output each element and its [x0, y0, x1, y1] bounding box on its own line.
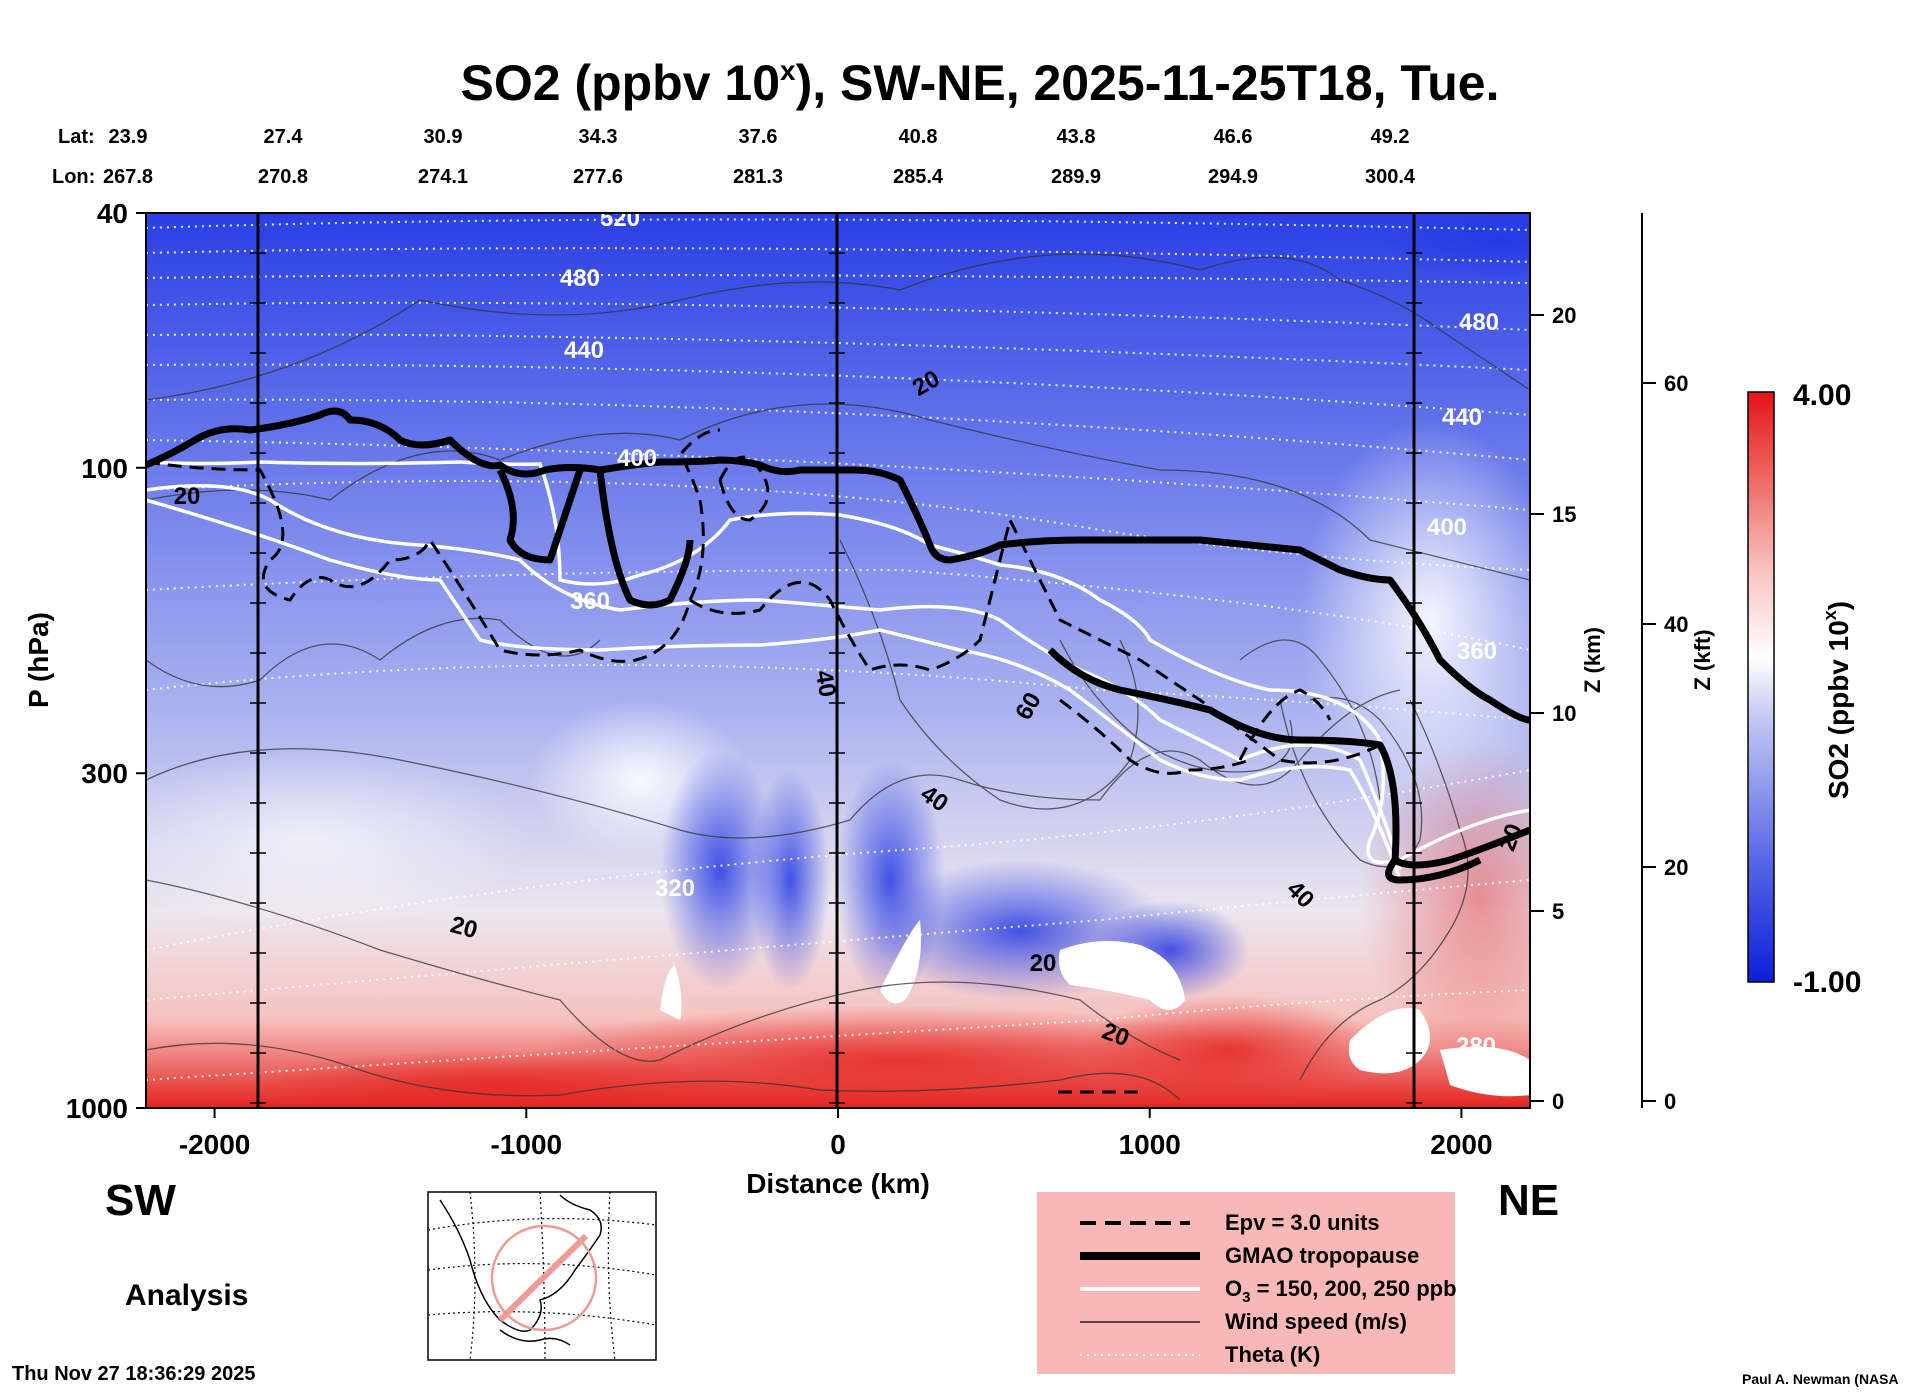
so2-blob — [250, 1050, 750, 1108]
lat-value: 37.6 — [739, 126, 778, 148]
lon-value: 274.1 — [418, 166, 468, 188]
lat-value: 49.2 — [1371, 126, 1410, 148]
ne-label: NE — [1498, 1176, 1559, 1225]
section-markers — [250, 213, 1422, 1108]
legend-ozone-label: O3 = 150, 200, 250 ppb — [1225, 1276, 1457, 1306]
x-tick-label: 0 — [830, 1129, 846, 1160]
theta-label: 400 — [1427, 514, 1467, 541]
so2-blob — [1348, 1008, 1430, 1074]
so2-blob — [146, 750, 530, 930]
lon-value: 294.9 — [1208, 166, 1258, 188]
z-kft-axis: 0 20 40 60 — [1641, 213, 1688, 1114]
legend-tropopause-label: GMAO tropopause — [1225, 1243, 1419, 1268]
x-axis: -2000 -1000 0 1000 2000 — [179, 1108, 1493, 1160]
so2-blob — [1380, 213, 1530, 280]
lon-value: 277.6 — [573, 166, 623, 188]
colorbar-label: SO2 (ppbv 10x) — [1820, 601, 1854, 799]
lat-lon-header: 23.9 27.4 30.9 34.3 37.6 40.8 43.8 46.6 49.2 267.… — [103, 126, 1416, 188]
theta-label: 480 — [1459, 309, 1499, 336]
x-tick-label: -2000 — [179, 1129, 251, 1160]
lat-value: 46.6 — [1214, 126, 1253, 148]
lon-value: 267.8 — [103, 166, 153, 188]
theta-label: 440 — [564, 337, 604, 364]
x-tick-label: 2000 — [1430, 1129, 1492, 1160]
y-axis: 40 100 300 1000 — [66, 198, 146, 1124]
so2-blob — [1058, 941, 1185, 1010]
so2-blob — [750, 770, 830, 990]
x-tick-label: -1000 — [490, 1129, 562, 1160]
z-kft-tick-label: 40 — [1664, 612, 1688, 637]
lon-value: 300.4 — [1365, 166, 1416, 188]
z-kft-label: Z (kft) — [1690, 629, 1715, 690]
legend: Epv = 3.0 units GMAO tropopause O3 = 150… — [1037, 1192, 1457, 1374]
wind-speed-contours — [146, 253, 1530, 1101]
z-km-tick-label: 15 — [1552, 502, 1576, 527]
so2-blob — [660, 750, 780, 990]
lat-header-label: Lat: — [58, 126, 95, 148]
credit: Paul A. Newman (NASA — [1742, 1371, 1899, 1387]
legend-wind-label: Wind speed (m/s) — [1225, 1309, 1407, 1334]
legend-theta-label: Theta (K) — [1225, 1342, 1320, 1367]
so2-blob — [1440, 1046, 1530, 1097]
z-km-tick-label: 10 — [1552, 701, 1576, 726]
theta-label: 400 — [617, 445, 657, 472]
lat-value: 30.9 — [424, 126, 463, 148]
z-km-tick-label: 5 — [1552, 899, 1564, 924]
x-axis-label: Distance (km) — [746, 1168, 930, 1199]
lat-value: 43.8 — [1057, 126, 1096, 148]
theta-label: 360 — [1457, 638, 1497, 665]
lon-header-label: Lon: — [52, 166, 95, 188]
z-km-axis: 0 5 10 15 20 — [1529, 213, 1576, 1114]
y-tick-label: 40 — [97, 198, 128, 229]
so2-blob — [880, 920, 921, 1004]
z-km-tick-label: 0 — [1552, 1089, 1564, 1114]
so2-blob — [660, 965, 682, 1020]
contour-labels: 520 480 480 440 440 400 400 360 360 320 … — [174, 205, 1529, 1060]
colorbar-max: 4.00 — [1793, 379, 1851, 412]
timestamp: Thu Nov 27 18:36:29 2025 — [12, 1363, 255, 1385]
colorbar-min: -1.00 — [1793, 966, 1861, 999]
z-kft-tick-label: 0 — [1664, 1089, 1676, 1114]
theta-label: 360 — [570, 588, 610, 615]
theta-label: 480 — [560, 265, 600, 292]
so2-blob — [1080, 995, 1380, 1105]
z-kft-tick-label: 60 — [1664, 371, 1688, 396]
legend-epv-label: Epv = 3.0 units — [1225, 1210, 1380, 1235]
plot-area: 520 480 480 440 440 400 400 360 360 320 … — [146, 205, 1530, 1108]
inset-map — [427, 1191, 657, 1361]
chart-title: SO2 (ppbv 10x), SW-NE, 2025-11-25T18, Tu… — [461, 55, 1500, 111]
lat-value: 27.4 — [264, 126, 304, 148]
z-km-label: Z (km) — [1580, 627, 1605, 693]
lon-value: 270.8 — [258, 166, 308, 188]
theta-label: 440 — [1442, 404, 1482, 431]
lon-value: 289.9 — [1051, 166, 1101, 188]
y-tick-label: 300 — [81, 758, 128, 789]
analysis-label: Analysis — [125, 1279, 248, 1312]
sw-label: SW — [105, 1176, 176, 1225]
y-axis-label: P (hPa) — [23, 612, 54, 708]
lon-value: 281.3 — [733, 166, 783, 188]
theta-label: 320 — [655, 875, 695, 902]
z-kft-tick-label: 20 — [1664, 855, 1688, 880]
y-tick-label: 1000 — [66, 1093, 128, 1124]
lon-value: 285.4 — [893, 166, 944, 188]
tropopause-line — [146, 407, 1530, 884]
colorbar — [1747, 391, 1775, 983]
x-tick-label: 1000 — [1119, 1129, 1181, 1160]
wind-label: 20 — [1030, 950, 1057, 977]
theta-label: 280 — [1456, 1033, 1496, 1060]
theta-label: 520 — [600, 205, 640, 232]
y-tick-label: 100 — [81, 453, 128, 484]
wind-label: 20 — [174, 483, 201, 510]
theta-contours — [146, 218, 1530, 1081]
lat-value: 23.9 — [109, 126, 148, 148]
lat-value: 40.8 — [899, 126, 938, 148]
z-km-tick-label: 20 — [1552, 303, 1576, 328]
lat-value: 34.3 — [579, 126, 618, 148]
